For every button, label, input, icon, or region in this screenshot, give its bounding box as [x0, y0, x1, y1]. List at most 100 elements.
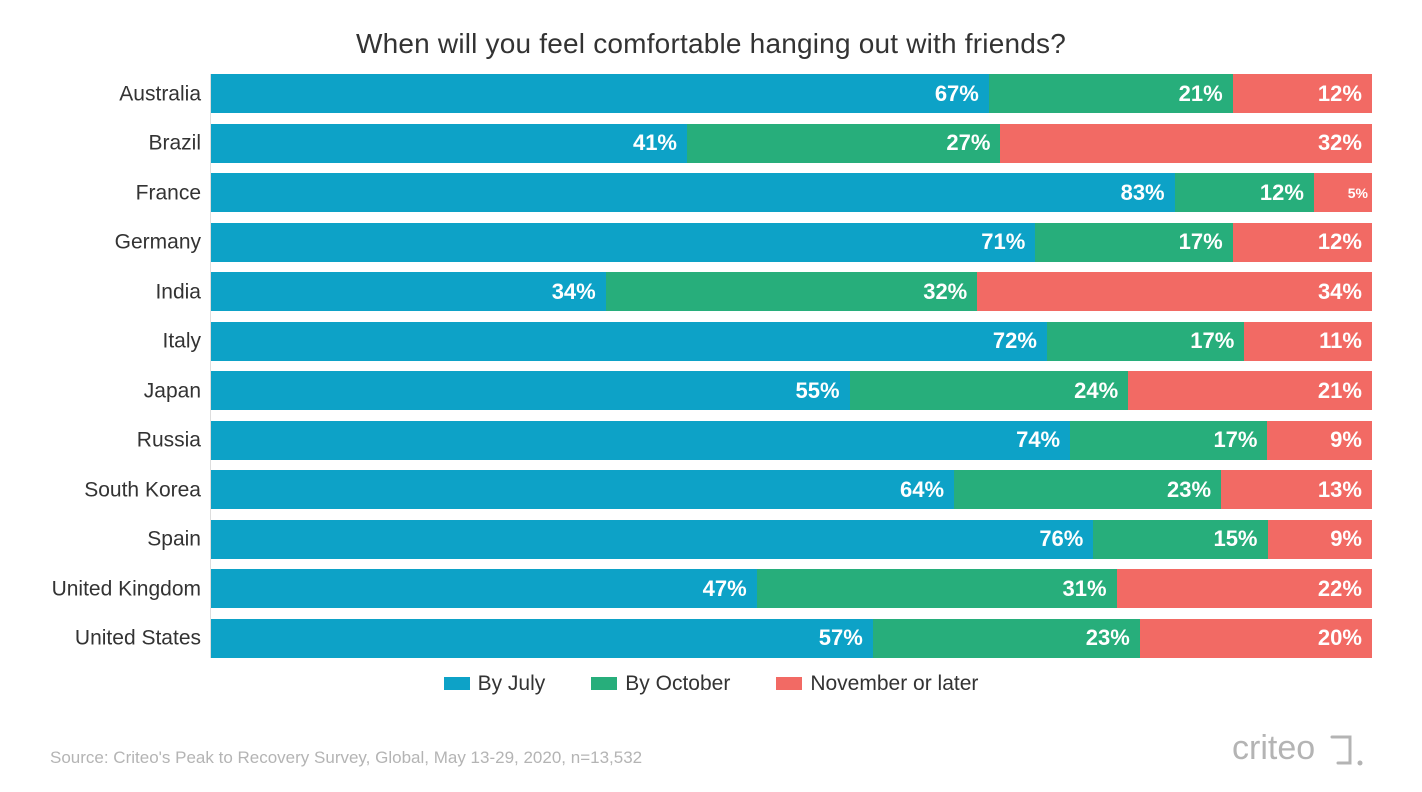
bar-segment: 31% — [757, 569, 1117, 608]
bar-segment: 83% — [211, 173, 1175, 212]
legend-swatch-icon — [444, 677, 470, 690]
bar-segment: 15% — [1093, 520, 1267, 559]
category-label: United States — [41, 628, 211, 649]
segment-value: 27% — [946, 130, 990, 156]
segment-value: 12% — [1318, 81, 1362, 107]
segment-value: 13% — [1318, 477, 1362, 503]
bar-row: Russia74%17%9% — [211, 421, 1372, 460]
bar-row: Japan55%24%21% — [211, 371, 1372, 410]
segment-value: 23% — [1086, 625, 1130, 651]
bar-segment: 21% — [1128, 371, 1372, 410]
bar-segment: 23% — [954, 470, 1221, 509]
segment-value: 17% — [1213, 427, 1257, 453]
logo-mark-icon — [1332, 737, 1350, 763]
chart-legend: By July By October November or later — [50, 672, 1372, 696]
category-label: Spain — [41, 529, 211, 550]
bar-row: United Kingdom47%31%22% — [211, 569, 1372, 608]
criteo-logo: criteo — [1232, 725, 1372, 776]
logo-dot-icon — [1358, 761, 1363, 766]
category-label: Australia — [41, 83, 211, 104]
segment-value: 9% — [1330, 526, 1362, 552]
bar-segment: 27% — [687, 124, 1000, 163]
category-label: Japan — [41, 380, 211, 401]
segment-value: 34% — [1318, 279, 1362, 305]
segment-value: 17% — [1179, 229, 1223, 255]
legend-item: November or later — [776, 672, 978, 696]
bar-segment: 5% — [1314, 173, 1372, 212]
bar-row: United States57%23%20% — [211, 619, 1372, 658]
segment-value: 76% — [1039, 526, 1083, 552]
bar-segment: 22% — [1117, 569, 1372, 608]
category-label: Germany — [41, 232, 211, 253]
segment-value: 64% — [900, 477, 944, 503]
logo-text: criteo — [1232, 729, 1315, 767]
segment-value: 12% — [1260, 180, 1304, 206]
bar-segment: 20% — [1140, 619, 1372, 658]
segment-value: 15% — [1213, 526, 1257, 552]
bar-segment: 12% — [1175, 173, 1314, 212]
category-label: United Kingdom — [41, 578, 211, 599]
bar-row: Italy72%17%11% — [211, 322, 1372, 361]
category-label: Russia — [41, 430, 211, 451]
bar-segment: 13% — [1221, 470, 1372, 509]
segment-value: 41% — [633, 130, 677, 156]
segment-value: 21% — [1179, 81, 1223, 107]
segment-value: 32% — [1318, 130, 1362, 156]
bar-segment: 9% — [1268, 520, 1372, 559]
chart-title: When will you feel comfortable hanging o… — [50, 28, 1372, 60]
chart-rows: Australia67%21%12%Brazil41%27%32%France8… — [210, 74, 1372, 658]
bar-row: Germany71%17%12% — [211, 223, 1372, 262]
legend-item: By October — [591, 672, 730, 696]
legend-swatch-icon — [591, 677, 617, 690]
segment-value: 55% — [796, 378, 840, 404]
bar-segment: 74% — [211, 421, 1070, 460]
segment-value: 9% — [1330, 427, 1362, 453]
bar-segment: 64% — [211, 470, 954, 509]
bar-row: India34%32%34% — [211, 272, 1372, 311]
segment-value: 31% — [1063, 576, 1107, 602]
legend-item: By July — [444, 672, 546, 696]
legend-swatch-icon — [776, 677, 802, 690]
bar-row: Australia67%21%12% — [211, 74, 1372, 113]
segment-value: 21% — [1318, 378, 1362, 404]
bar-row: Spain76%15%9% — [211, 520, 1372, 559]
bar-segment: 12% — [1233, 74, 1372, 113]
legend-label: By October — [625, 672, 730, 696]
segment-value: 57% — [819, 625, 863, 651]
segment-value: 24% — [1074, 378, 1118, 404]
legend-label: By July — [478, 672, 546, 696]
category-label: Italy — [41, 331, 211, 352]
bar-segment: 17% — [1070, 421, 1267, 460]
segment-value: 34% — [552, 279, 596, 305]
bar-segment: 72% — [211, 322, 1047, 361]
bar-segment: 17% — [1047, 322, 1244, 361]
bar-segment: 34% — [977, 272, 1372, 311]
bar-segment: 67% — [211, 74, 989, 113]
bar-segment: 12% — [1233, 223, 1372, 262]
category-label: France — [41, 182, 211, 203]
bar-segment: 11% — [1244, 322, 1372, 361]
segment-value: 74% — [1016, 427, 1060, 453]
bar-segment: 55% — [211, 371, 850, 410]
segment-value: 20% — [1318, 625, 1362, 651]
segment-value: 67% — [935, 81, 979, 107]
bar-segment: 76% — [211, 520, 1093, 559]
legend-label: November or later — [810, 672, 978, 696]
category-label: India — [41, 281, 211, 302]
chart-container: When will you feel comfortable hanging o… — [50, 28, 1372, 696]
segment-value: 23% — [1167, 477, 1211, 503]
category-label: South Korea — [41, 479, 211, 500]
segment-value: 71% — [981, 229, 1025, 255]
segment-value: 11% — [1319, 328, 1362, 354]
bar-segment: 32% — [606, 272, 978, 311]
segment-value: 17% — [1190, 328, 1234, 354]
bar-segment: 32% — [1000, 124, 1372, 163]
segment-value: 22% — [1318, 576, 1362, 602]
bar-segment: 41% — [211, 124, 687, 163]
bar-segment: 47% — [211, 569, 757, 608]
segment-value: 47% — [703, 576, 747, 602]
bar-segment: 17% — [1035, 223, 1232, 262]
bar-segment: 9% — [1267, 421, 1371, 460]
bar-segment: 71% — [211, 223, 1035, 262]
bar-segment: 24% — [850, 371, 1129, 410]
